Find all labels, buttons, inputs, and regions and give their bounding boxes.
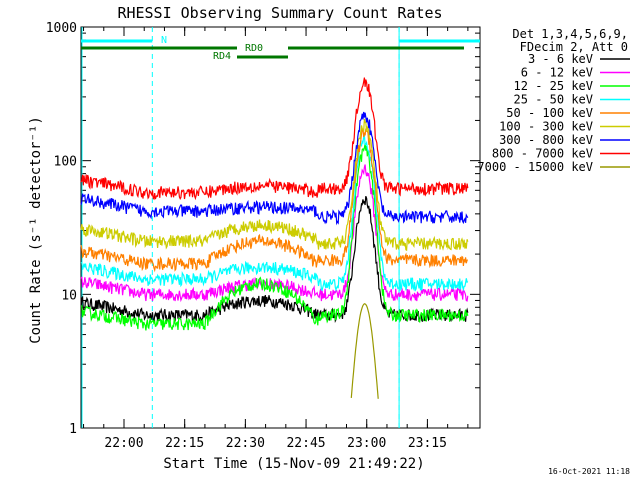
rd4-label: RD4 <box>213 51 231 62</box>
series-line-1 <box>80 164 469 303</box>
series-line-6 <box>80 111 469 226</box>
legend-entry-label: 300 - 800 keV <box>499 133 593 147</box>
series-line-4 <box>80 128 468 273</box>
x-tick-label: 23:15 <box>408 436 447 451</box>
legend-entry-label: 12 - 25 keV <box>514 79 593 93</box>
y-tick-label: 1 <box>69 422 77 437</box>
legend-entry-label: 25 - 50 keV <box>514 93 593 107</box>
legend-entry-label: 100 - 300 keV <box>499 120 593 134</box>
legend-entry-label: 50 - 100 keV <box>506 106 593 120</box>
x-axis-label: Start Time (15-Nov-09 21:49:22) <box>163 456 424 472</box>
series-line-8 <box>350 303 379 399</box>
legend-entry-label: 3 - 6 keV <box>528 52 593 66</box>
legend-entry-label: 7000 - 15000 keV <box>477 160 593 174</box>
legend-header-1: Det 1,3,4,5,6,9, <box>512 27 628 41</box>
y-tick-label: 1000 <box>46 21 77 36</box>
x-tick-label: 22:30 <box>226 436 265 451</box>
night-label: N <box>161 35 167 46</box>
plot-area: 1 10 100 1000 22:00 22:15 22:30 22:45 23:00 23:15 <box>46 21 481 451</box>
timestamp: 16-Oct-2021 11:18 <box>548 467 630 476</box>
y-tick-label: 100 <box>54 155 77 170</box>
series-line-3 <box>80 133 469 292</box>
x-tick-label: 22:00 <box>104 436 143 451</box>
y-tick-label: 10 <box>61 288 77 303</box>
series-line-2 <box>81 143 469 331</box>
series-line-0 <box>80 195 469 324</box>
series-line-7 <box>80 77 469 201</box>
x-tick-label: 22:15 <box>165 436 204 451</box>
legend-entry-label: 800 - 7000 keV <box>492 147 593 161</box>
y-axis-label: Count Rate (s⁻¹ detector⁻¹) <box>28 116 44 344</box>
legend-entry-label: 6 - 12 keV <box>521 66 593 80</box>
chart-title: RHESSI Observing Summary Count Rates <box>117 4 442 22</box>
legend-header-2: FDecim 2, Att 0 <box>520 40 628 54</box>
series-line-5 <box>80 118 469 252</box>
x-tick-label: 23:00 <box>347 436 386 451</box>
x-tick-label: 22:45 <box>286 436 325 451</box>
rd0-label: RD0 <box>245 43 263 54</box>
